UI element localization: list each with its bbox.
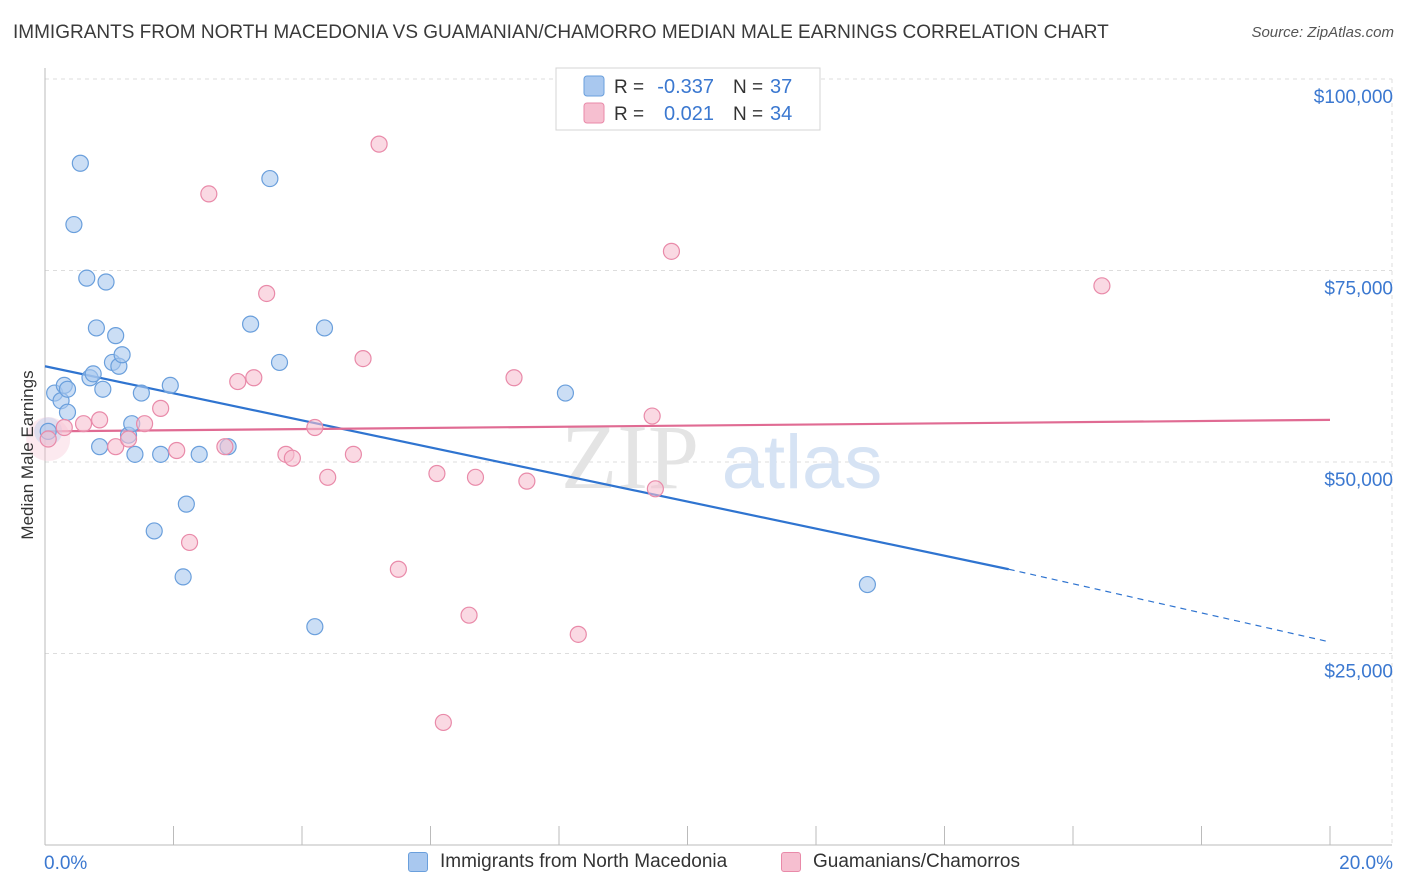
point-guamanian-8 <box>168 441 186 460</box>
legend-n-label-1: N = <box>733 77 763 98</box>
legend-r-value-2: 0.021 <box>664 103 714 125</box>
point-north-macedonia-11 <box>87 319 106 337</box>
point-north-macedonia-13 <box>94 380 112 398</box>
series-legend: Immigrants from North Macedonia Guamania… <box>0 851 1406 877</box>
point-guamanian-11 <box>216 438 234 456</box>
point-guamanian-29 <box>569 625 587 643</box>
point-north-macedonia-28 <box>190 445 208 463</box>
legend-n-value-2: 34 <box>770 103 792 125</box>
point-guamanian-18 <box>319 468 337 486</box>
watermark-atlas: atlas <box>722 420 883 505</box>
point-north-macedonia-26 <box>174 568 192 586</box>
point-guamanian-27 <box>505 369 523 387</box>
y-tick-label-2: $75,000 <box>1324 279 1393 300</box>
x-tick-label-end: 20.0% <box>1339 853 1393 874</box>
gridlines <box>45 78 1393 845</box>
point-north-macedonia-34 <box>315 319 334 337</box>
point-north-macedonia-5 <box>58 380 77 398</box>
point-guamanian-22 <box>389 560 407 578</box>
watermark-zip: ZIP <box>561 406 699 508</box>
legend-swatch-pink <box>583 102 605 124</box>
point-north-macedonia-24 <box>152 445 170 463</box>
legend-n-label-2: N = <box>733 104 763 125</box>
point-guamanian-24 <box>434 713 452 732</box>
legend-item-north-macedonia: Immigrants from North Macedonia <box>408 851 727 873</box>
point-north-macedonia-16 <box>107 327 125 345</box>
trendlines <box>44 365 1331 643</box>
source-label: Source: ZipAtlas.com <box>1251 24 1394 41</box>
point-guamanian-17 <box>306 418 324 437</box>
point-north-macedonia-23 <box>145 522 163 540</box>
point-guamanian-6 <box>135 415 154 433</box>
point-guamanian-30 <box>643 407 661 425</box>
point-guamanian-33 <box>1093 277 1111 295</box>
point-guamanian-19 <box>344 445 362 463</box>
point-guamanian-0 <box>39 430 57 448</box>
point-guamanian-26 <box>466 468 485 486</box>
point-guamanian-28 <box>518 472 536 490</box>
point-guamanian-21 <box>370 135 388 153</box>
point-guamanian-9 <box>180 533 199 552</box>
point-north-macedonia-33 <box>306 618 324 636</box>
point-north-macedonia-30 <box>242 315 260 333</box>
point-guamanian-10 <box>200 185 218 203</box>
point-north-macedonia-36 <box>858 575 877 594</box>
legend-swatch-north-macedonia <box>408 852 428 872</box>
point-north-macedonia-22 <box>132 384 150 402</box>
point-north-macedonia-21 <box>126 445 144 463</box>
legend-swatch-blue <box>583 75 605 97</box>
x-tick-label-start: 0.0% <box>44 853 87 874</box>
trendline-north-macedonia <box>44 365 1009 571</box>
legend-label-guamanians: Guamanians/Chamorros <box>813 851 1020 872</box>
point-guamanian-31 <box>646 480 664 498</box>
trendline-north-macedonia-extension <box>1008 568 1331 643</box>
legend-swatch-guamanians <box>781 852 801 872</box>
point-north-macedonia-32 <box>270 353 289 372</box>
legend-label-north-macedonia: Immigrants from North Macedonia <box>440 851 728 872</box>
y-tick-label-3: $100,000 <box>1314 87 1393 108</box>
point-north-macedonia-8 <box>78 269 96 287</box>
point-guamanian-5 <box>119 430 138 448</box>
point-north-macedonia-7 <box>71 154 89 172</box>
point-north-macedonia-18 <box>113 346 131 364</box>
legend-item-guamanians: Guamanians/Chamorros <box>781 851 1020 873</box>
point-north-macedonia-25 <box>161 376 179 394</box>
point-north-macedonia-14 <box>97 273 115 291</box>
point-guamanian-23 <box>428 464 446 483</box>
point-guamanian-14 <box>258 284 276 303</box>
point-north-macedonia-35 <box>556 384 575 402</box>
legend-r-label-2: R = <box>614 104 644 125</box>
watermark: ZIP atlas <box>561 406 882 508</box>
point-north-macedonia-4 <box>58 403 77 421</box>
point-guamanian-32 <box>662 242 681 260</box>
legend-r-value-1: -0.337 <box>657 76 714 98</box>
point-north-macedonia-12 <box>91 438 109 456</box>
point-guamanian-13 <box>245 369 263 387</box>
axes <box>44 68 1392 846</box>
point-north-macedonia-27 <box>177 495 195 513</box>
tick-labels: $25,000 $50,000 $75,000 $100,000 0.0% 20.0% <box>44 87 1393 874</box>
trendline-guamanian <box>44 418 1331 433</box>
point-north-macedonia-6 <box>65 215 83 234</box>
point-guamanian-25 <box>460 606 478 624</box>
point-guamanian-12 <box>229 372 247 391</box>
point-guamanian-16 <box>283 449 301 467</box>
point-north-macedonia-10 <box>84 365 102 383</box>
y-axis-label: Median Male Earnings <box>18 370 37 539</box>
y-tick-label-1: $50,000 <box>1324 470 1393 491</box>
point-guamanian-2 <box>74 415 93 433</box>
legend-n-value-1: 37 <box>770 76 792 98</box>
points <box>26 135 1111 732</box>
chart-title: IMMIGRANTS FROM NORTH MACEDONIA VS GUAMA… <box>13 22 1109 43</box>
point-guamanian-20 <box>354 349 372 368</box>
point-north-macedonia-31 <box>261 169 279 188</box>
point-guamanian-1 <box>55 418 73 437</box>
legend-r-label-1: R = <box>614 77 644 98</box>
y-tick-label-0: $25,000 <box>1324 662 1393 683</box>
point-guamanian-4 <box>107 438 125 456</box>
point-guamanian-3 <box>91 411 109 429</box>
correlation-legend: R = -0.337 N = 37 R = 0.021 N = 34 <box>555 67 821 131</box>
point-guamanian-7 <box>152 399 170 417</box>
